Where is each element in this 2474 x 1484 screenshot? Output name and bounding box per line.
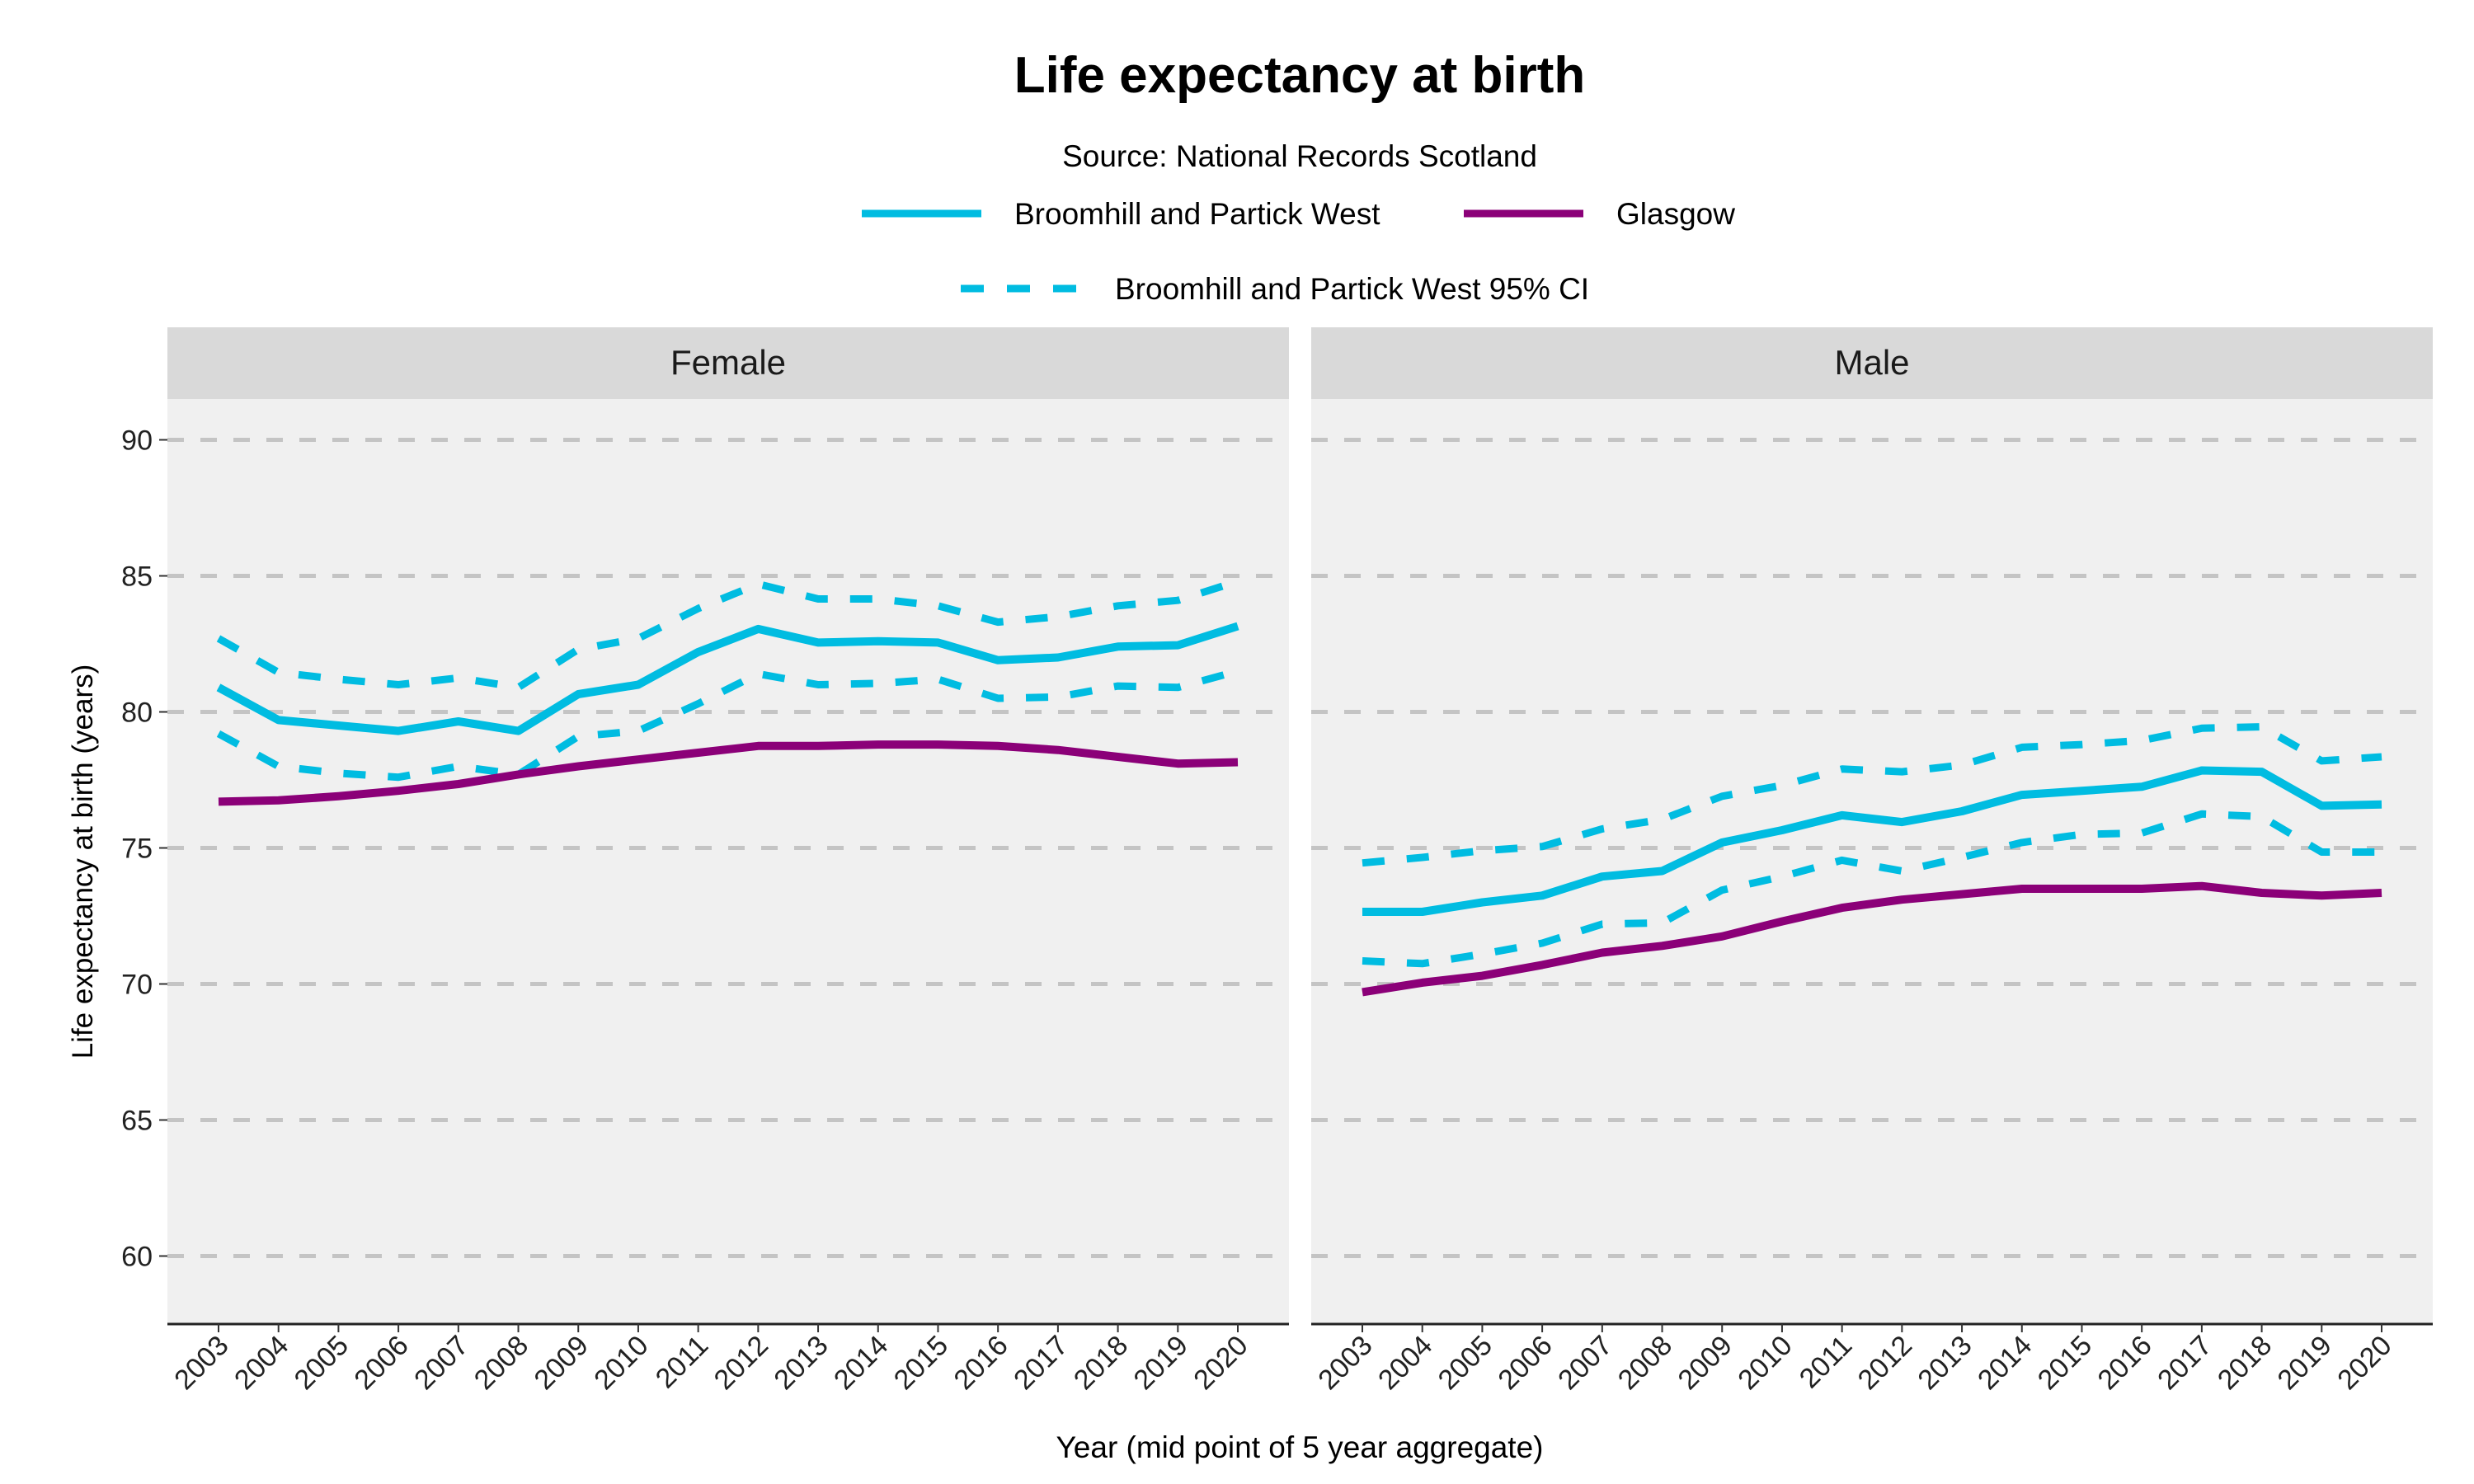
x-tick-label: 2019 [2272,1330,2338,1396]
y-tick-label: 60 [121,1242,153,1273]
ci-upper-line [216,577,1239,692]
x-tick-label: 2011 [1794,1330,1859,1395]
x-tick-label: 2014 [828,1330,894,1396]
y-tick-label: 70 [121,970,153,1001]
x-tick-label: 2013 [1912,1330,1978,1396]
panel-background [1311,399,2433,1324]
x-tick-label: 2008 [1612,1330,1678,1396]
x-tick-label: 2010 [1732,1330,1798,1396]
strip-background [167,327,1289,399]
y-tick-label: 80 [121,697,153,729]
x-tick-label: 2005 [289,1330,355,1396]
ci-lower-line [216,667,1239,782]
x-tick-label: 2016 [948,1330,1014,1396]
panel-female: Female 60 65 70 75 80 85 90 20032004200520062007… [121,327,1289,1396]
x-tick-label: 2015 [2032,1330,2098,1396]
panel-male: Male 200320042005200620072008200920102011… [1311,327,2433,1396]
strip-background [1311,327,2433,399]
x-tick-label: 2010 [588,1330,654,1396]
x-tick-label: 2006 [1492,1330,1558,1396]
chart-title: Life expectancy at birth [1014,47,1586,104]
x-tick-label: 2009 [529,1330,595,1396]
glasgow-line [218,740,1239,806]
broomhill-line [216,622,1239,735]
legend-label-ci: Broomhill and Partick West 95% CI [1115,272,1589,306]
x-tick-label: 2004 [228,1330,294,1396]
glasgow-line-path [218,740,1239,806]
x-tick-label: 2012 [1852,1330,1918,1396]
broomhill-line-path [1362,766,2382,916]
x-tick-label: 2006 [348,1330,414,1396]
strip-label: Male [1834,343,1909,382]
ci-upper-line-path [1362,723,2382,867]
broomhill-line-path [216,622,1239,735]
broomhill-line [1362,766,2382,916]
x-tick-label: 2011 [650,1330,715,1395]
y-tick-label: 90 [121,425,153,457]
x-tick-label: 2004 [1372,1330,1438,1396]
ci-upper-line [1362,723,2382,867]
legend-label-broomhill: Broomhill and Partick West [1014,197,1380,231]
x-tick-label: 2018 [2212,1330,2278,1396]
x-tick-label: 2014 [1972,1330,2038,1396]
x-tick-label: 2020 [2331,1330,2397,1396]
chart-subtitle: Source: National Records Scotland [1062,139,1537,173]
y-tick-label: 75 [121,834,153,865]
x-tick-label: 2003 [1312,1330,1378,1396]
y-tick-label: 85 [121,561,153,593]
x-tick-label: 2007 [1552,1330,1618,1396]
x-tick-label: 2009 [1672,1330,1738,1396]
x-tick-label: 2007 [408,1330,474,1396]
x-tick-label: 2017 [1008,1330,1074,1396]
x-tick-label: 2016 [2091,1330,2157,1396]
x-axis-label: Year (mid point of 5 year aggregate) [1056,1430,1544,1464]
x-tick-label: 2012 [708,1330,774,1396]
x-tick-label: 2020 [1188,1330,1253,1396]
x-tick-label: 2018 [1068,1330,1134,1396]
y-axis-label: Life expectancy at birth (years) [67,665,99,1059]
x-tick-label: 2005 [1432,1330,1498,1396]
y-tick-label: 65 [121,1106,153,1137]
x-tick-label: 2003 [168,1330,234,1396]
glasgow-line-path [1362,881,2382,997]
ci-upper-line-path [216,577,1239,692]
x-tick-label: 2015 [888,1330,954,1396]
x-tick-label: 2013 [768,1330,834,1396]
ci-lower-line-path [216,667,1239,782]
x-tick-label: 2019 [1128,1330,1194,1396]
panel-background [167,399,1289,1324]
strip-label: Female [670,343,786,382]
x-tick-label: 2017 [2152,1330,2218,1396]
legend-label-glasgow: Glasgow [1616,197,1735,231]
x-tick-label: 2008 [468,1330,534,1396]
legend: Broomhill and Partick West Glasgow Broom… [862,197,1735,306]
glasgow-line [1362,881,2382,997]
